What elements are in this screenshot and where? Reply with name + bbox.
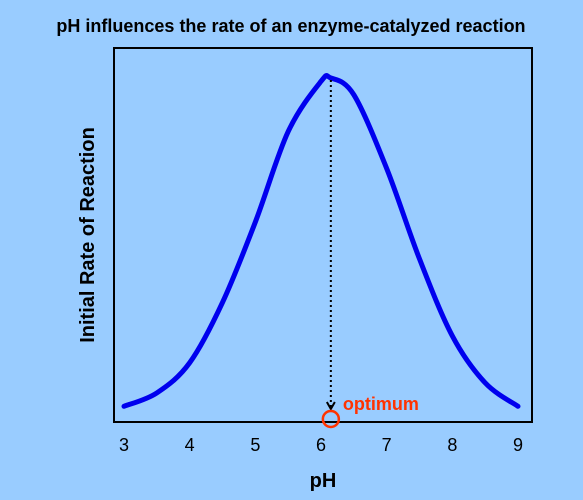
x-tick-label-4: 4 bbox=[185, 435, 195, 455]
x-tick-label-5: 5 bbox=[250, 435, 260, 455]
x-tick-label-3: 3 bbox=[119, 435, 129, 455]
x-tick-label-7: 7 bbox=[382, 435, 392, 455]
y-axis-label: Initial Rate of Reaction bbox=[77, 127, 99, 343]
optimum-arrowhead bbox=[325, 401, 336, 412]
x-tick-labels: 3 4 5 6 7 8 9 bbox=[119, 435, 523, 455]
x-tick-label-9: 9 bbox=[513, 435, 523, 455]
x-tick-label-6: 6 bbox=[316, 435, 326, 455]
optimum-marker bbox=[321, 409, 341, 429]
x-tick-label-8: 8 bbox=[447, 435, 457, 455]
optimum-label: optimum bbox=[343, 394, 419, 414]
rate-curve bbox=[121, 72, 521, 409]
x-axis-label: pH bbox=[310, 470, 337, 492]
chart-title: pH influences the rate of an enzyme-cata… bbox=[56, 16, 525, 36]
